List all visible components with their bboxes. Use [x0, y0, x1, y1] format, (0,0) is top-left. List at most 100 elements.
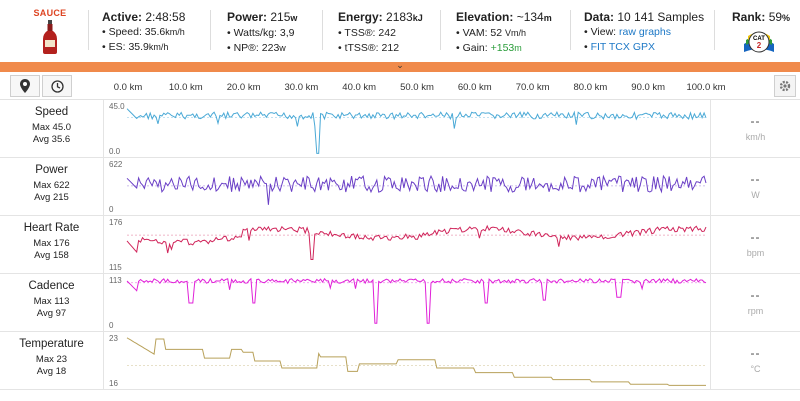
settings-button[interactable]: [774, 75, 796, 97]
gain-value: +153: [490, 42, 515, 54]
row-label: Speed Max 45.0 Avg 35.6: [0, 100, 104, 158]
speed-plot[interactable]: [105, 100, 710, 158]
y-max-label: 113: [109, 276, 122, 285]
y-max-label: 45.0: [109, 102, 125, 111]
y-max-label: 622: [109, 160, 123, 169]
power-label: Power:: [227, 10, 268, 24]
chevron-down-icon[interactable]: ⌄: [396, 60, 404, 70]
metric-avg: Avg 215: [34, 192, 69, 203]
vam-value: 52: [490, 27, 503, 39]
x-tick-label: 20.0 km: [226, 82, 261, 93]
rank-label: Rank:: [732, 10, 766, 24]
chart-row-cadence: Cadence Max 113 Avg 97 113 0 -- rpm: [0, 274, 800, 332]
tss-label: • TSS®:: [338, 27, 376, 39]
metric-name: Power: [35, 164, 68, 176]
current-value-panel: -- °C: [710, 332, 800, 390]
header-collapse-bar[interactable]: ⌄: [0, 60, 800, 72]
data-label: Data:: [584, 10, 615, 24]
header-divider: [714, 10, 715, 50]
es-value: 35.9: [128, 41, 149, 53]
samples-suffix: Samples: [657, 10, 705, 24]
current-value-panel: -- km/h: [710, 100, 800, 158]
metric-unit: W: [751, 190, 760, 200]
gear-icon: [779, 80, 791, 92]
rank-value: 59: [768, 10, 783, 24]
current-value: --: [750, 288, 761, 302]
es-unit: km/h: [148, 42, 169, 52]
metric-avg: Avg 158: [34, 250, 69, 261]
active-label: Active:: [102, 10, 143, 24]
stat-data: Data: 10 141 Samples • View: raw graphs …: [584, 10, 705, 53]
vam-unit: Vm/h: [505, 28, 527, 38]
current-value-panel: -- bpm: [710, 216, 800, 274]
badge-num-text: 2: [757, 41, 762, 50]
samples-value: 10 141: [617, 10, 655, 24]
energy-unit: kJ: [412, 13, 423, 23]
download-tcx-link[interactable]: TCX: [608, 41, 630, 53]
chart-row-speed: Speed Max 45.0 Avg 35.6 45.0 0.0 -- km/h: [0, 100, 800, 158]
time-axis-button[interactable]: [42, 75, 72, 97]
energy-value: 2183: [386, 10, 413, 24]
rank-unit: %: [782, 13, 791, 23]
gain-label: • Gain:: [456, 42, 488, 54]
x-tick-label: 50.0 km: [400, 82, 434, 93]
row-label: Cadence Max 113 Avg 97: [0, 274, 104, 332]
header-divider: [440, 10, 441, 50]
y-min-label: 0.0: [109, 147, 121, 156]
temperature-trace: [126, 337, 706, 386]
badge-cat-text: CAT: [753, 36, 765, 42]
stat-rank: Rank: 59%: [732, 10, 790, 26]
view-label: • View:: [584, 26, 617, 38]
metric-name: Cadence: [28, 280, 75, 292]
metric-unit: rpm: [747, 306, 764, 316]
metric-name: Heart Rate: [23, 222, 80, 234]
metric-max: Max 113: [33, 296, 70, 307]
view-raw-link[interactable]: raw: [619, 26, 636, 38]
download-fit-link[interactable]: FIT: [590, 41, 607, 53]
y-max-label: 176: [109, 218, 123, 227]
metric-unit: °C: [750, 364, 761, 374]
elevation-label: Elevation:: [456, 10, 514, 24]
vam-label: • VAM:: [456, 27, 488, 39]
download-gpx-link[interactable]: GPX: [632, 41, 655, 53]
metric-unit: km/h: [745, 132, 766, 142]
x-tick-label: 60.0 km: [457, 82, 492, 93]
stat-active: Active: 2:48:58 • Speed: 35.6km/h • ES: …: [102, 10, 185, 55]
ttss-value: 212: [381, 42, 400, 54]
row-label: Temperature Max 23 Avg 18: [0, 332, 104, 390]
header-divider: [322, 10, 323, 50]
power-trace: [126, 174, 707, 205]
metric-name: Speed: [34, 106, 69, 118]
es-label: • ES:: [102, 41, 126, 53]
y-max-label: 23: [109, 334, 118, 343]
cadence-trace: [126, 277, 707, 324]
heartrate-trace: [126, 224, 707, 260]
cadence-plot[interactable]: [105, 274, 710, 332]
current-value: --: [750, 346, 761, 360]
heartrate-plot[interactable]: [105, 216, 710, 274]
speed-value: 35.6: [144, 26, 166, 38]
y-min-label: 16: [109, 379, 118, 388]
chart-row-temperature: Temperature Max 23 Avg 18 23 16 -- °C: [0, 332, 800, 390]
power-plot[interactable]: [105, 158, 710, 216]
speed-trace: [126, 108, 707, 154]
x-tick-label: 30.0 km: [284, 82, 319, 93]
view-graphs-link[interactable]: graphs: [638, 26, 671, 38]
x-tick-label: 40.0 km: [342, 82, 377, 93]
temperature-plot[interactable]: [105, 332, 710, 390]
gain-unit: m: [514, 43, 522, 53]
logo-text: SAUCE: [33, 8, 67, 18]
sauce-bottle-icon: [43, 20, 57, 54]
metric-max: Max 23: [35, 354, 68, 365]
row-label: Power Max 622 Avg 215: [0, 158, 104, 216]
y-min-label: 115: [109, 263, 122, 272]
sauce-logo: SAUCE: [22, 8, 78, 62]
y-min-label: 0: [109, 321, 114, 330]
x-tick-label: 0.0 km: [113, 82, 143, 93]
metric-name: Temperature: [19, 338, 84, 350]
map-toggle-button[interactable]: [10, 75, 40, 97]
power-unit: w: [290, 13, 298, 23]
y-min-label: 0: [109, 205, 114, 214]
chart-row-power: Power Max 622 Avg 215 622 0 -- W: [0, 158, 800, 216]
current-value: --: [750, 172, 761, 186]
